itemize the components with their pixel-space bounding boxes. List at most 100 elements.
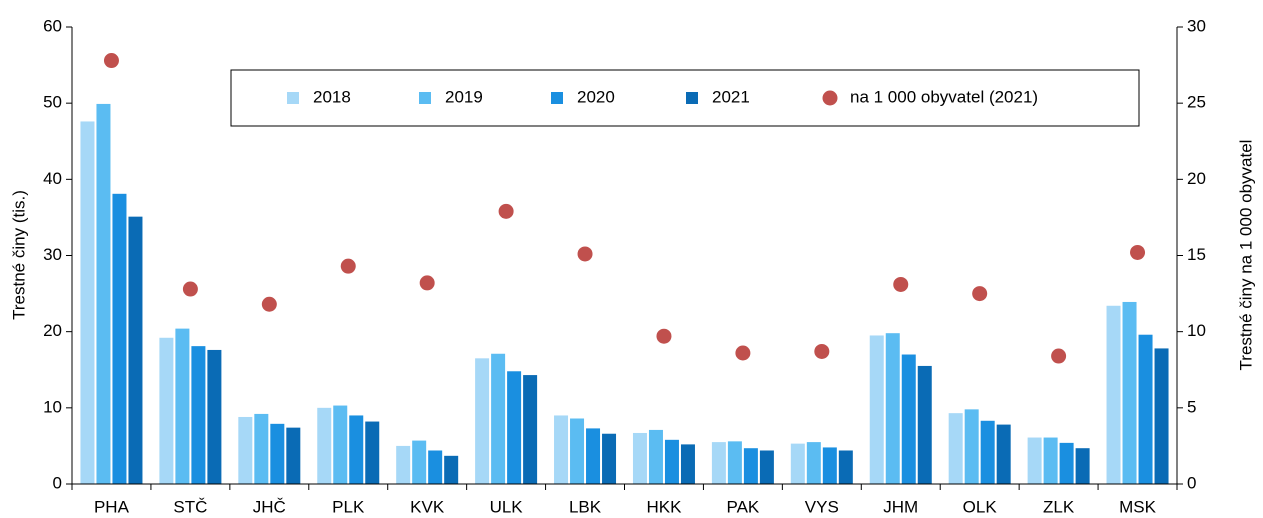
legend-label: na 1 000 obyvatel (2021) (850, 87, 1038, 106)
bar (648, 429, 663, 484)
bar (586, 428, 601, 484)
bar (491, 353, 506, 484)
bar (822, 447, 837, 484)
legend-swatch (551, 92, 563, 104)
bar (1075, 448, 1090, 484)
bar (964, 409, 979, 484)
bar (207, 349, 222, 484)
legend-swatch (287, 92, 299, 104)
x-tick-label: HKK (646, 497, 682, 516)
bar (743, 448, 758, 484)
bar (759, 450, 774, 484)
bar (948, 413, 963, 484)
legend-label: 2021 (712, 87, 750, 106)
bar (570, 418, 585, 484)
bar (602, 433, 617, 484)
dot (1051, 348, 1067, 364)
x-tick-label: PHA (94, 497, 130, 516)
legend-dot (822, 90, 838, 106)
dot (735, 345, 751, 361)
bar (412, 440, 427, 484)
y-axis-title: Trestné činy (tis.) (9, 190, 28, 320)
y-tick-label: 10 (43, 397, 62, 416)
bar (349, 415, 364, 484)
x-tick-label: VYS (805, 497, 839, 516)
bar (286, 427, 301, 484)
bar (80, 121, 95, 485)
y-tick-label: 30 (43, 245, 62, 264)
bar (1027, 437, 1042, 484)
y2-tick-label: 5 (1187, 397, 1196, 416)
bar (996, 424, 1011, 484)
x-tick-label: JHM (883, 497, 918, 516)
bar (270, 423, 285, 484)
y2-tick-label: 30 (1187, 16, 1206, 35)
y-tick-label: 50 (43, 93, 62, 112)
dot (340, 258, 356, 274)
bar (554, 415, 569, 484)
bar (159, 337, 174, 484)
dot (498, 203, 514, 219)
x-tick-label: ULK (490, 497, 524, 516)
dot (1130, 244, 1146, 260)
y-tick-label: 60 (43, 16, 62, 35)
y2-tick-label: 15 (1187, 245, 1206, 264)
bar (632, 432, 647, 484)
bar (838, 450, 853, 484)
bar (790, 443, 805, 484)
bar (680, 444, 695, 484)
bar (128, 216, 143, 484)
x-tick-label: MSK (1119, 497, 1157, 516)
y2-tick-label: 20 (1187, 169, 1206, 188)
bar (980, 420, 995, 484)
bar (112, 193, 127, 484)
x-tick-label: STČ (173, 497, 207, 516)
bar (523, 375, 538, 484)
y-tick-label: 20 (43, 321, 62, 340)
bar (333, 405, 348, 484)
x-tick-label: OLK (963, 497, 998, 516)
dot (972, 286, 988, 302)
x-tick-label: ZLK (1043, 497, 1075, 516)
x-tick-label: JHČ (253, 497, 286, 516)
bar (901, 354, 916, 484)
bar (869, 335, 884, 484)
bar (396, 445, 411, 484)
bar (1138, 334, 1153, 484)
bar (175, 328, 190, 484)
bar (507, 371, 522, 484)
y-tick-label: 0 (53, 473, 62, 492)
bar (475, 358, 490, 484)
x-tick-label: PAK (727, 497, 760, 516)
legend-box (230, 69, 1140, 127)
legend-label: 2020 (577, 87, 615, 106)
bar (254, 413, 269, 484)
dot (577, 246, 593, 262)
bar (428, 450, 443, 484)
dot (814, 343, 830, 359)
bar (238, 416, 253, 484)
x-tick-label: PLK (332, 497, 365, 516)
bar (727, 441, 742, 484)
legend-label: 2018 (313, 87, 351, 106)
bar (1106, 305, 1121, 484)
bar (711, 442, 726, 484)
y2-tick-label: 25 (1187, 93, 1206, 112)
bar (806, 442, 821, 484)
y2-tick-label: 0 (1187, 473, 1196, 492)
y2-axis-title: Trestné činy na 1 000 obyvatel (1236, 140, 1255, 371)
bar (1059, 442, 1074, 484)
dot (656, 328, 672, 344)
legend-swatch (419, 92, 431, 104)
x-tick-label: LBK (569, 497, 602, 516)
bar (444, 455, 459, 484)
bar (191, 346, 206, 484)
legend-swatch (686, 92, 698, 104)
bar (317, 407, 332, 484)
dot (419, 275, 435, 291)
legend-label: 2019 (445, 87, 483, 106)
bar (885, 333, 900, 484)
y2-tick-label: 10 (1187, 321, 1206, 340)
bar (1043, 437, 1058, 484)
